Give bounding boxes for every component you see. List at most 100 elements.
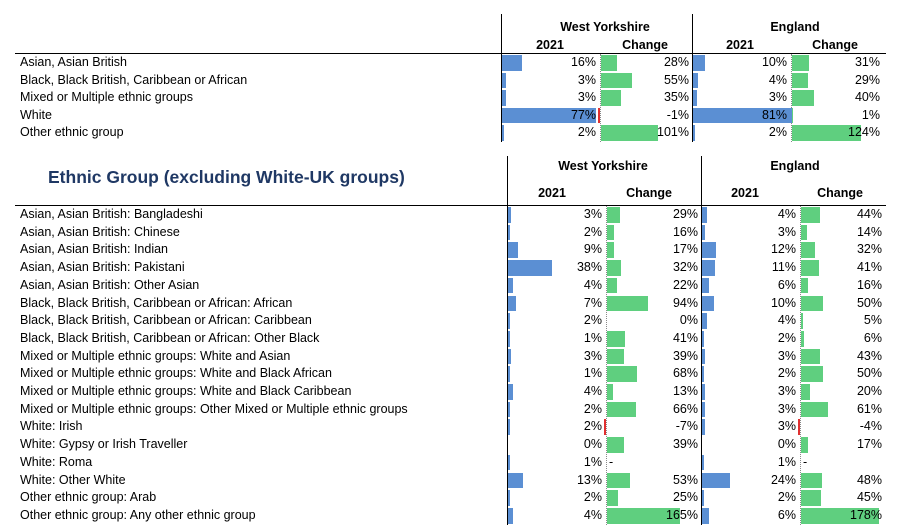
en-2021-value: 10% [770, 295, 796, 310]
en-change-value: 17% [856, 437, 882, 452]
en-2021-value: 3% [777, 384, 796, 398]
wy-change-bar [598, 107, 600, 124]
en-change-bar [801, 472, 823, 489]
en-change-axis [791, 54, 792, 142]
wy-2021-bar [508, 401, 511, 418]
wy-2021-bar [508, 224, 511, 241]
table2-change-header-en: Change [817, 186, 863, 200]
en-2021-value: 2% [777, 490, 796, 505]
wy-2021-bar [502, 55, 522, 71]
wy-2021-bar [502, 125, 505, 141]
wy-change-value: 68% [672, 366, 698, 381]
table1-2021-header-en: 2021 [726, 38, 754, 52]
wy-change-axis [600, 54, 601, 142]
en-2021-value: 0% [777, 437, 796, 452]
en-change-value: 61% [856, 401, 882, 416]
en-2021-value: 6% [777, 277, 796, 292]
en-change-value: 43% [856, 348, 882, 363]
wy-2021-value: 3% [577, 72, 596, 87]
en-change-value: 50% [856, 366, 882, 381]
en-change-value: 1% [861, 107, 880, 122]
en-change-bar [801, 242, 816, 259]
wy-2021-value: 2% [583, 401, 602, 416]
en-2021-value: 3% [768, 90, 787, 105]
en-2021-value: 3% [777, 401, 796, 416]
row-label: Mixed or Multiple ethnic groups: White a… [20, 366, 332, 381]
en-2021-value: 2% [768, 125, 787, 140]
wy-change-bar [607, 260, 622, 276]
wy-change-value: -7% [675, 419, 698, 434]
en-2021-value: 3% [777, 348, 796, 363]
wy-2021-value: 4% [583, 507, 602, 522]
en-2021-bar [702, 295, 714, 312]
wy-2021-bar [502, 90, 506, 106]
en-change-bar [801, 507, 880, 524]
en-change-bar [792, 72, 809, 89]
wy-2021-bar [502, 72, 506, 89]
en-2021-bar [702, 242, 716, 259]
wy-2021-bar [508, 295, 517, 312]
en-change-value: 29% [854, 72, 880, 87]
wy-change-value: 28% [663, 55, 689, 69]
en-change-value: 16% [856, 277, 882, 292]
en-change-value: 5% [863, 313, 882, 328]
row-label: Other ethnic group: Arab [20, 490, 157, 505]
row-label: Asian, Asian British: Indian [20, 242, 168, 257]
wy-change-value: 55% [663, 72, 689, 87]
wy-2021-bar [508, 242, 519, 259]
wy-2021-value: 16% [570, 55, 596, 69]
en-change-bar [801, 490, 821, 506]
en-2021-bar [702, 472, 730, 489]
wy-change-bar [607, 437, 625, 453]
en-2021-value: 3% [777, 224, 796, 239]
wy-2021-value: 2% [583, 224, 602, 239]
table-divider-mid [701, 156, 702, 525]
en-change-bar [801, 295, 823, 312]
wy-change-bar [607, 224, 615, 241]
row-label: Mixed or Multiple ethnic groups: Other M… [20, 401, 408, 416]
en-2021-value: 4% [768, 72, 787, 87]
wy-2021-value: 7% [583, 295, 602, 310]
table1-2021-header-wy: 2021 [536, 38, 564, 52]
en-change-bar [801, 224, 808, 241]
en-2021-value: 10% [761, 55, 787, 69]
en-2021-bar [693, 90, 697, 106]
wy-2021-value: 2% [583, 490, 602, 505]
en-change-bar [801, 401, 828, 418]
en-2021-bar [702, 507, 709, 524]
en-2021-bar [702, 224, 706, 241]
wy-2021-value: 2% [583, 313, 602, 328]
table-divider-left [507, 156, 508, 525]
wy-2021-bar [508, 419, 511, 436]
wy-2021-value: 0% [583, 437, 602, 452]
en-change-value: 40% [854, 90, 880, 105]
wy-2021-value: 13% [576, 472, 602, 487]
row-label: White: Gypsy or Irish Traveller [20, 437, 188, 452]
wy-2021-value: 3% [583, 348, 602, 363]
wy-2021-value: 1% [583, 366, 602, 381]
en-change-bar [801, 260, 820, 276]
table2-region1-header: West Yorkshire [558, 159, 648, 173]
en-2021-bar [702, 384, 706, 400]
wy-change-bar [607, 366, 637, 382]
en-change-bar [792, 55, 810, 71]
wy-2021-bar [508, 490, 511, 506]
wy-2021-bar [508, 507, 513, 524]
row-label: Asian, Asian British: Pakistani [20, 260, 185, 275]
en-change-bar [801, 366, 823, 382]
row-label: White: Irish [20, 419, 83, 434]
row-label: Asian, Asian British [20, 55, 127, 69]
table-header-rule [15, 53, 886, 54]
en-2021-value: 81% [761, 107, 787, 122]
en-change-value: 45% [856, 490, 882, 505]
wy-2021-bar [502, 107, 596, 124]
row-label: White [20, 107, 52, 122]
en-2021-value: 4% [777, 207, 796, 221]
table-divider-left [501, 14, 502, 142]
table2-change-header-wy: Change [626, 186, 672, 200]
en-change-bar [801, 313, 804, 329]
wy-2021-bar [508, 330, 510, 347]
row-label: Asian, Asian British: Other Asian [20, 277, 200, 292]
row-label: Other ethnic group [20, 125, 124, 140]
row-label: Asian, Asian British: Bangladeshi [20, 207, 203, 221]
